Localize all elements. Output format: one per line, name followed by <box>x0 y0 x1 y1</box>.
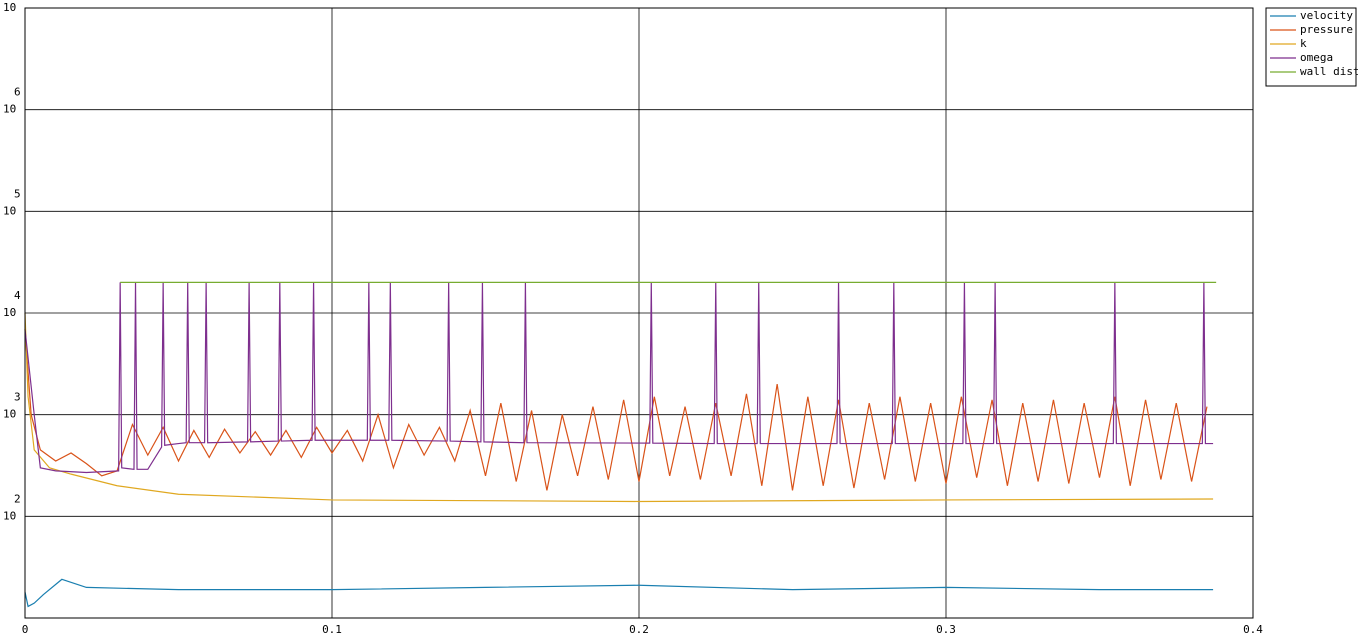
y-tick-exponent: 4 <box>14 289 21 302</box>
plot-frame <box>24 7 1254 619</box>
legend-label: velocity <box>1300 9 1353 22</box>
y-tick-label: 10 <box>3 408 16 421</box>
x-tick-label: 0.2 <box>629 623 649 636</box>
series-line <box>24 312 1214 503</box>
series-line <box>24 329 1208 491</box>
x-tick-label: 0.3 <box>936 623 956 636</box>
series-line <box>24 578 1214 608</box>
y-tick-exponent: 2 <box>14 492 21 505</box>
y-tick-label: 10 <box>3 103 16 116</box>
series-line <box>24 282 1214 474</box>
y-tick-exponent: 6 <box>14 86 21 99</box>
y-tick-label: 10 <box>3 306 16 319</box>
legend-label: omega <box>1300 51 1333 64</box>
legend-label: wall dist <box>1300 65 1358 78</box>
x-tick-label: 0.4 <box>1243 623 1263 636</box>
y-tick-exponent: 3 <box>14 391 21 404</box>
y-tick-exponent: 5 <box>14 187 21 200</box>
legend-box <box>1265 7 1357 87</box>
y-tick-label: 10 <box>3 1 16 14</box>
legend-label: k <box>1300 37 1307 50</box>
x-tick-label: 0 <box>22 623 29 636</box>
y-tick-label: 10 <box>3 509 16 522</box>
x-tick-label: 0.1 <box>322 623 342 636</box>
legend-label: pressure <box>1300 23 1353 36</box>
y-tick-label: 10 <box>3 204 16 217</box>
